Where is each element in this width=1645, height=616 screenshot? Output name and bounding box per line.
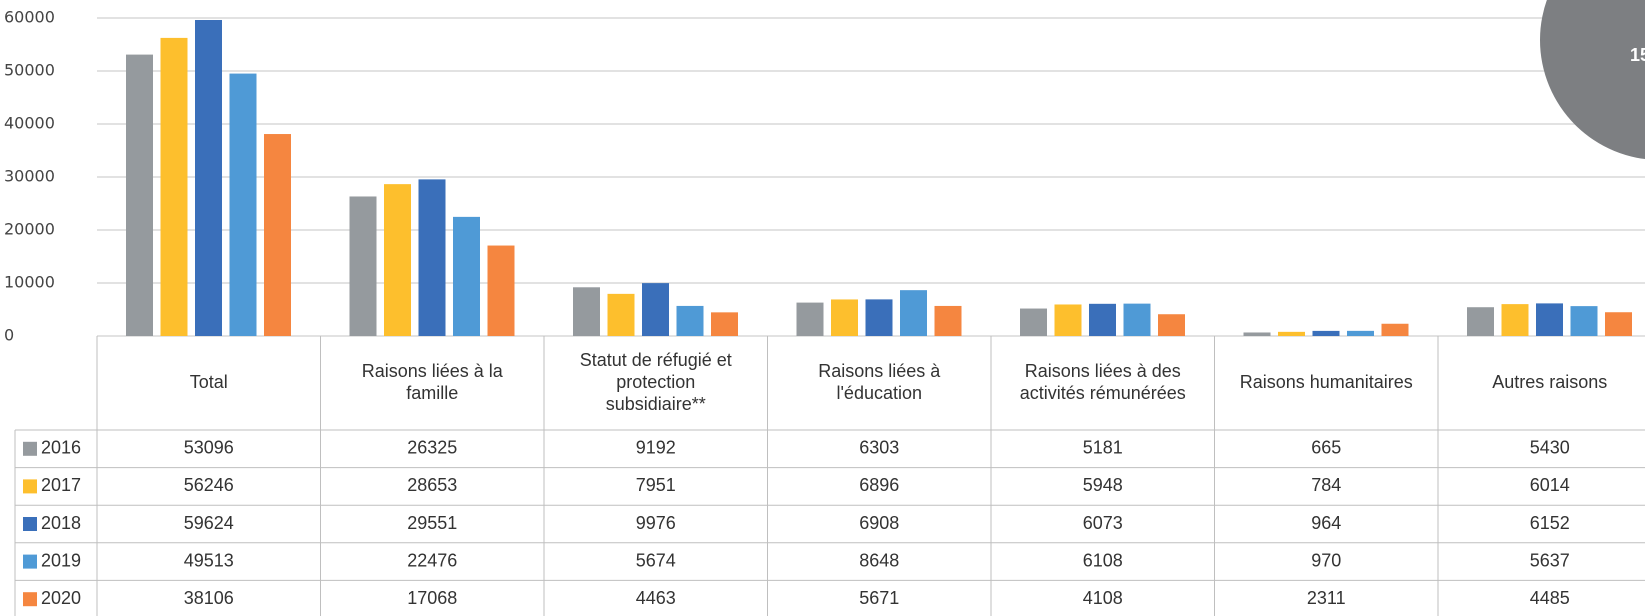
y-tick-label: 20000 [4,220,55,239]
bar [831,299,858,336]
table-value: 5430 [1530,438,1570,458]
bar [229,73,257,336]
table-value: 59624 [184,513,234,533]
y-tick-label: 60000 [4,8,55,27]
table-value: 53096 [184,438,234,458]
table-value: 6908 [859,513,899,533]
legend-swatch [23,554,37,569]
table-value: 5948 [1083,475,1123,495]
table-value: 8648 [859,550,899,570]
category-label: Total [190,372,228,392]
legend-label: 2020 [41,588,81,608]
bar [1054,304,1082,336]
legend-label: 2019 [41,550,81,570]
table-value: 4463 [636,588,676,608]
table-value: 5671 [859,588,899,608]
table-value: 26325 [407,438,457,458]
table-value: 6108 [1083,550,1123,570]
category-label: Statut de réfugié et protection subsidiair… [580,350,732,414]
bar [900,290,927,336]
table-value: 2311 [1307,588,1346,608]
bar [796,302,824,336]
bar [865,299,893,336]
bar [160,37,188,336]
bar [1123,303,1151,336]
table-value: 5181 [1083,438,1123,458]
bar [1381,323,1409,336]
table-value: 5674 [636,550,676,570]
table-value: 665 [1311,438,1341,458]
page-badge: 15 [1540,0,1645,160]
y-tick-label: 30000 [4,167,55,186]
legend-label: 2017 [41,475,81,495]
y-tick-label: 10000 [4,273,55,292]
bar [453,216,480,336]
category-label: Raisons liées à l'éducation [818,361,941,403]
bar [264,134,291,336]
table-value: 38106 [184,588,234,608]
table-value: 29551 [407,513,457,533]
table-value: 784 [1311,475,1341,495]
table-value: 22476 [407,550,457,570]
category-label: Raisons liées à des activités rémunérées [1020,361,1186,403]
table-value: 964 [1311,513,1341,533]
bar [1312,330,1340,336]
bar [1467,307,1494,336]
bar [487,245,515,336]
bar [1570,306,1598,336]
table-value: 970 [1311,550,1341,570]
table-value: 28653 [407,475,457,495]
table-value: 49513 [184,550,234,570]
legend-swatch [23,592,37,607]
table-value: 9976 [636,513,676,533]
bar [126,54,153,337]
table-value: 56246 [184,475,234,495]
y-tick-label: 0 [4,326,14,345]
bar [349,196,377,336]
bar [418,179,446,336]
bar [1158,314,1185,336]
category-label: Raisons liées à la famille [362,361,504,403]
bar [676,305,704,336]
table-value: 17068 [407,588,457,608]
bar [1020,308,1047,336]
legend-swatch [23,479,37,494]
bar [573,287,600,336]
table-value: 6014 [1530,475,1570,495]
y-tick-label: 40000 [4,114,55,133]
bar [607,293,635,336]
bar [1278,331,1305,336]
table-value: 9192 [636,438,676,458]
table-value: 4485 [1530,588,1570,608]
table-value: 4108 [1083,588,1123,608]
bar [1347,330,1374,336]
table-value: 6152 [1530,513,1570,533]
category-label: Raisons humanitaires [1240,372,1413,392]
bar [1536,303,1563,336]
page-number: 15 [1630,45,1645,65]
plot: 0 10000 20000 30000 40000 50000 60000 Total 5309… [4,8,1645,616]
category-label: Autres raisons [1492,372,1607,392]
bar [1089,303,1116,336]
bar [1501,304,1529,336]
bar [1243,332,1271,336]
bar [1605,312,1632,336]
table-value: 7951 [636,475,676,495]
y-tick-label: 50000 [4,61,55,80]
table-value: 5637 [1530,550,1570,570]
table-value: 6303 [859,438,899,458]
legend-swatch [23,517,37,531]
bar [711,312,738,336]
legend-swatch [23,441,37,456]
table-value: 6896 [859,475,899,495]
bar [642,283,669,336]
bar [195,19,222,337]
bar [384,184,411,336]
legend-label: 2016 [41,438,81,458]
bar [934,305,962,336]
table-value: 6073 [1083,513,1123,533]
legend-label: 2018 [41,513,81,533]
badge-circle [1540,0,1645,160]
